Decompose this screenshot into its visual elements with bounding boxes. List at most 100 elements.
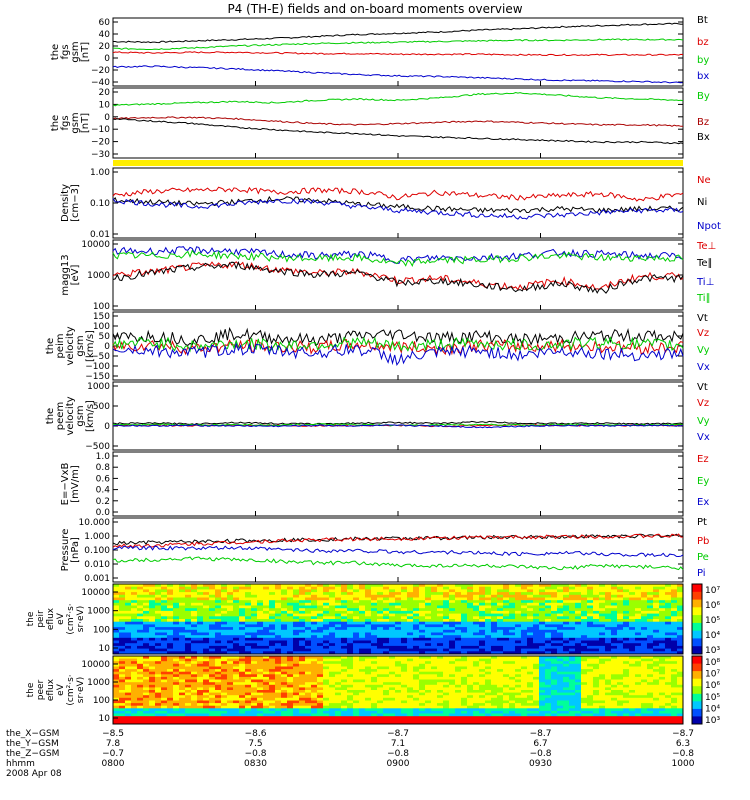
spectrogram-cell [431, 682, 438, 686]
spectrogram-cell [269, 610, 276, 614]
spectrogram-cell [269, 645, 276, 649]
spectrogram-cell [425, 674, 432, 678]
spectrogram-cell [251, 684, 258, 688]
spectrogram-cell [449, 616, 456, 620]
spectrogram-cell [353, 716, 360, 720]
spectrogram-cell [551, 627, 558, 631]
spectrogram-cell [599, 619, 606, 623]
spectrogram-cell [485, 619, 492, 623]
spectrogram-cell [371, 674, 378, 678]
spectrogram-cell [257, 651, 264, 655]
spectrogram-cell [317, 669, 324, 673]
spectrogram-cell [131, 684, 138, 688]
spectrogram-cell [149, 697, 156, 701]
spectrogram-cell [305, 600, 312, 604]
spectrogram-cell [287, 592, 294, 596]
spectrogram-cell [287, 648, 294, 652]
spectrogram-cell [641, 640, 648, 644]
spectrogram-cell [467, 700, 474, 704]
spectrogram-cell [443, 605, 450, 609]
spectrogram-cell [599, 666, 606, 670]
spectrogram-cell [623, 656, 630, 659]
spectrogram-cell [479, 643, 486, 647]
spectrogram-cell [167, 705, 174, 709]
spectrogram-cell [179, 669, 186, 673]
spectrogram-cell [329, 658, 336, 662]
spectrogram-cell [233, 669, 240, 673]
spectrogram-cell [443, 584, 450, 588]
spectrogram-cell [251, 600, 258, 604]
spectrogram-cell [425, 597, 432, 601]
spectrogram-cell [245, 710, 252, 714]
spectrogram-cell [245, 627, 252, 631]
spectrogram-cell [497, 592, 504, 596]
spectrogram-cell [389, 586, 396, 590]
spectrogram-cell [479, 594, 486, 598]
spectrogram-cell [167, 708, 174, 712]
spectrogram-cell [419, 637, 426, 641]
spectrogram-cell [665, 619, 672, 623]
spectrogram-cell [197, 666, 204, 670]
spectrogram-cell [239, 584, 246, 588]
y-tick-label: 100 [93, 302, 110, 312]
spectrogram-cell [149, 695, 156, 699]
spectrogram-cell [329, 656, 336, 659]
spectrogram-cell [635, 597, 642, 601]
spectrogram-cell [113, 666, 120, 670]
spectrogram-cell [335, 643, 342, 647]
spectrogram-cell [593, 629, 600, 633]
spectrogram-cell [629, 674, 636, 678]
spectrogram-cell [623, 721, 630, 725]
spectrogram-cell [371, 592, 378, 596]
spectrogram-cell [281, 648, 288, 652]
spectrogram-cell [509, 661, 516, 665]
spectrogram-cell [251, 616, 258, 620]
spectrogram-cell [401, 624, 408, 628]
spectrogram-cell [425, 624, 432, 628]
spectrogram-cell [407, 608, 414, 612]
spectrogram-cell [239, 610, 246, 614]
spectrogram-cell [461, 645, 468, 649]
spectrogram-cell [605, 679, 612, 683]
spectrogram-cell [311, 589, 318, 593]
spectrogram-cell [287, 624, 294, 628]
spectrogram-cell [335, 663, 342, 667]
spectrogram-cell [623, 586, 630, 590]
spectrogram-cell [251, 592, 258, 596]
spectrogram-cell [299, 669, 306, 673]
spectrogram-cell [131, 679, 138, 683]
spectrogram-cell [215, 621, 222, 625]
spectrogram-cell [113, 713, 120, 717]
spectrogram-cell [167, 690, 174, 693]
spectrogram-cell [605, 682, 612, 686]
spectrogram-cell [491, 651, 498, 655]
spectrogram-cell [509, 643, 516, 647]
spectrogram-cell [431, 663, 438, 667]
spectrogram-cell [593, 713, 600, 717]
spectrogram-cell [611, 705, 618, 709]
spectrogram-cell [251, 656, 258, 659]
spectrogram-cell [575, 594, 582, 598]
spectrogram-cell [227, 645, 234, 649]
spectrogram-cell [335, 703, 342, 707]
spectrogram-cell [293, 624, 300, 628]
spectrogram-cell [623, 627, 630, 631]
spectrogram-cell [305, 700, 312, 704]
spectrogram-cell [275, 619, 282, 623]
spectrogram-cell [503, 597, 510, 601]
spectrogram-cell [413, 661, 420, 665]
spectrogram-cell [497, 713, 504, 717]
spectrogram-cell [197, 651, 204, 655]
spectrogram-cell [233, 586, 240, 590]
spectrogram-cell [467, 594, 474, 598]
spectrogram-cell [383, 616, 390, 620]
spectrogram-cell [599, 643, 606, 647]
spectrogram-cell [185, 629, 192, 633]
spectrogram-cell [323, 676, 330, 680]
spectrogram-cell [317, 716, 324, 720]
spectrogram-cell [293, 684, 300, 688]
spectrogram-cell [221, 610, 228, 614]
spectrogram-cell [395, 627, 402, 631]
spectrogram-cell [167, 674, 174, 678]
panel-frame [112, 517, 684, 583]
